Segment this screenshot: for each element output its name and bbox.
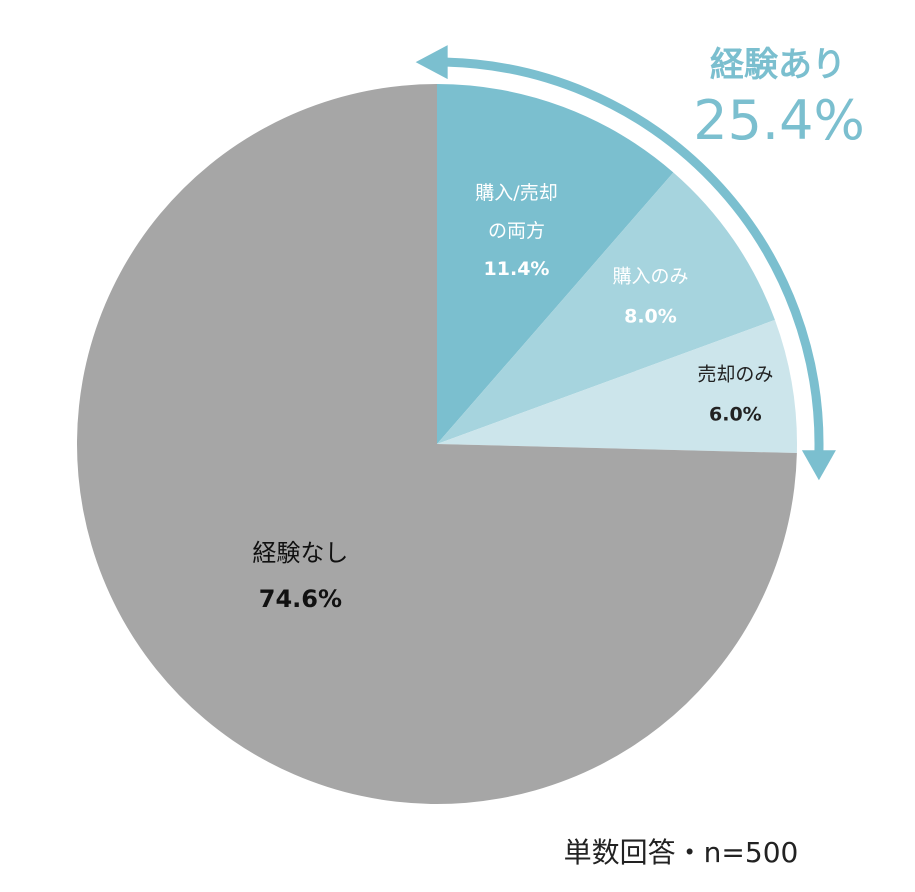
slice-label-1-line-0: 購入のみ	[612, 265, 688, 287]
slice-value-2: 6.0%	[709, 403, 762, 425]
slice-value-3: 74.6%	[259, 585, 342, 613]
slice-label-0-line-0: 購入/売却	[475, 182, 557, 204]
pie-slice-2	[437, 319, 797, 454]
group-annotation-arrow	[446, 57, 824, 453]
pie-slice-3	[76, 84, 797, 804]
group-annotation-label: 経験あり	[710, 45, 846, 85]
slice-value-0: 11.4%	[484, 258, 550, 280]
slice-value-1: 8.0%	[624, 305, 677, 327]
pie-slice-0	[437, 84, 674, 444]
arrow-head-start	[415, 45, 448, 80]
group-annotation: 経験あり 25.4%	[415, 45, 865, 481]
arrow-head-end	[801, 450, 836, 481]
footnote: 単数回答・n=500	[564, 836, 799, 869]
pie-slice-1	[437, 172, 775, 445]
slice-label-3-line-0: 経験なし	[252, 539, 348, 567]
slice-label-0-line-1: の両方	[488, 220, 545, 242]
pie-slices	[76, 84, 797, 804]
group-annotation-value: 25.4%	[693, 89, 865, 152]
slice-label-2-line-0: 売却のみ	[697, 363, 773, 385]
